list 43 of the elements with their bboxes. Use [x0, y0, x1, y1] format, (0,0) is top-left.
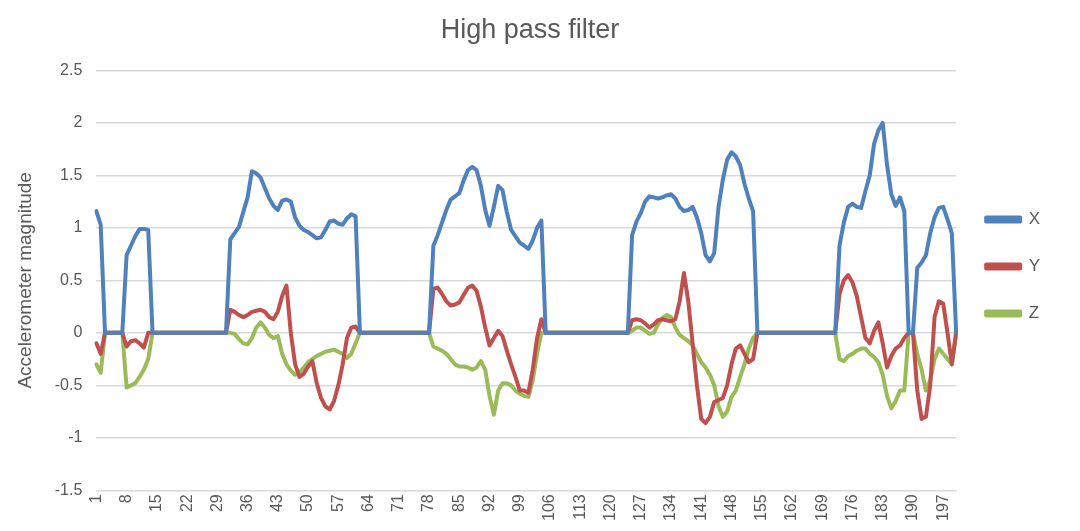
x-tick-label: 106 [540, 494, 558, 522]
x-tick-label: 169 [812, 494, 830, 522]
x-tick-label: 43 [268, 494, 286, 513]
x-tick-label: 162 [782, 494, 800, 522]
x-tick-label: 57 [328, 494, 346, 513]
legend-label: Z [1028, 303, 1040, 323]
y-axis-title: Accelerometer magnitude [13, 172, 35, 389]
y-tick-label: -0.5 [54, 375, 83, 393]
x-tick-label: 99 [510, 494, 528, 513]
x-tick-label: 127 [631, 494, 649, 522]
x-tick-label: 134 [661, 494, 679, 522]
y-tick-label: 0.5 [60, 270, 83, 288]
x-tick-label: 155 [752, 494, 770, 522]
x-tick-label: 176 [842, 494, 860, 522]
x-tick-label: 29 [207, 494, 225, 513]
y-tick-label: 2.5 [60, 60, 83, 78]
y-tick-label: 1.5 [60, 165, 83, 183]
x-tick-label: 190 [903, 494, 921, 522]
x-tick-label: 64 [358, 494, 376, 513]
x-tick-label: 22 [177, 494, 195, 513]
chart-title: High pass filter [440, 13, 620, 44]
y-tick-label: 0 [73, 323, 83, 341]
x-tick-label: 1 [86, 494, 104, 504]
x-tick-label: 36 [238, 494, 255, 513]
y-tick-label: -1 [68, 428, 83, 446]
x-tick-label: 141 [691, 494, 709, 522]
x-tick-label: 183 [873, 494, 891, 522]
x-tick-label: 85 [449, 494, 467, 513]
y-tick-label: -1.5 [54, 480, 83, 498]
x-tick-label: 148 [721, 494, 739, 522]
x-tick-label: 113 [570, 494, 588, 520]
x-tick-label: 8 [117, 494, 135, 504]
legend-label: X [1028, 209, 1040, 229]
y-tick-label: 2 [73, 113, 83, 131]
x-tick-label: 92 [479, 494, 497, 513]
x-tick-label: 120 [600, 494, 618, 522]
x-tick-label: 197 [933, 494, 951, 522]
x-tick-label: 15 [147, 494, 165, 513]
legend-label: Y [1028, 256, 1040, 276]
x-tick-label: 78 [419, 494, 437, 513]
x-tick-label: 50 [298, 494, 316, 513]
x-tick-label: 71 [389, 494, 407, 513]
y-tick-label: 1 [73, 218, 83, 236]
